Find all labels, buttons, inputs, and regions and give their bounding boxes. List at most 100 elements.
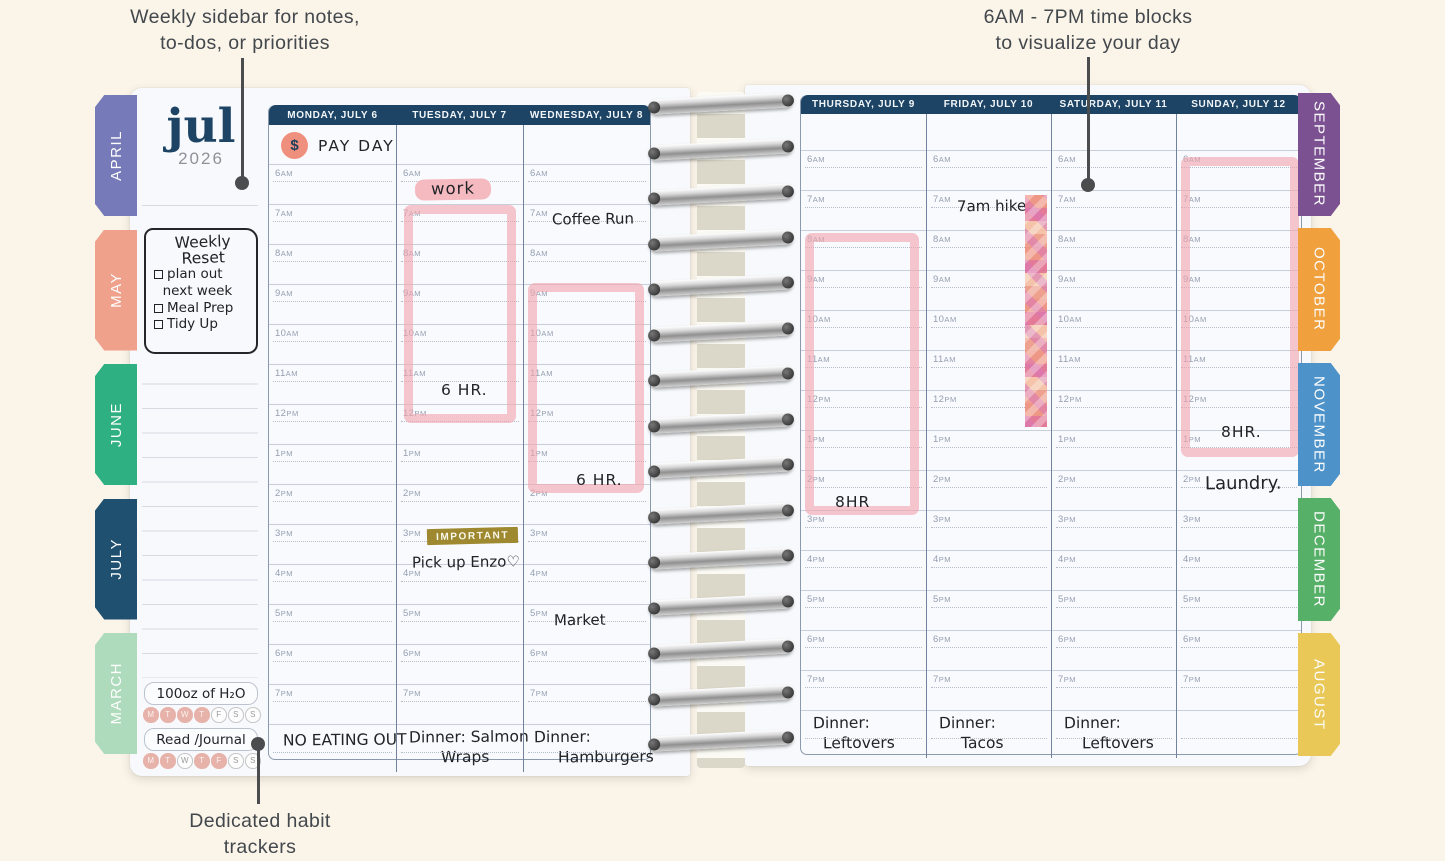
time-slot-5pm[interactable]: 5PM xyxy=(269,605,396,645)
time-slot-6pm[interactable]: 6PM xyxy=(1177,631,1301,671)
day-circle-empty[interactable]: S xyxy=(245,707,261,723)
day-circle-empty[interactable]: S xyxy=(228,707,244,723)
time-slot-8am[interactable]: 8AM xyxy=(1052,231,1176,271)
day-circle-filled[interactable]: M xyxy=(143,753,159,769)
time-slot-5pm[interactable]: 5PM xyxy=(801,591,926,631)
time-slot-8am[interactable]: 8AM xyxy=(269,245,396,285)
time-slot-3pm[interactable]: 3PM xyxy=(1052,511,1176,551)
time-slot-7am[interactable]: 7AM xyxy=(1052,191,1176,231)
time-slot-2pm[interactable]: 2PM xyxy=(927,471,1051,511)
time-slot-4pm[interactable]: 4PM xyxy=(801,551,926,591)
time-slot-3pm[interactable]: 3PM xyxy=(927,511,1051,551)
time-slot-9am[interactable]: 9AM xyxy=(1052,271,1176,311)
evening-notes-section[interactable]: NO EATING OUT xyxy=(269,725,407,772)
time-slot-4pm[interactable]: 4PM xyxy=(1052,551,1176,591)
time-slot-6am[interactable]: 6AM xyxy=(801,151,926,191)
time-slot-7am[interactable]: 7AM xyxy=(927,191,1051,231)
time-slot-10am[interactable]: 10AM xyxy=(927,311,1051,351)
time-slot-4pm[interactable]: 4PM xyxy=(927,551,1051,591)
time-slot-6pm[interactable]: 6PM xyxy=(927,631,1051,671)
time-slot-6pm[interactable]: 6PM xyxy=(269,645,396,685)
time-slot-9am[interactable]: 9AM xyxy=(927,271,1051,311)
month-tab-march[interactable]: MARCH xyxy=(95,633,137,754)
month-tab-december[interactable]: DECEMBER xyxy=(1298,498,1340,621)
time-slot-9am[interactable]: 9AM xyxy=(269,285,396,325)
time-slot-1pm[interactable]: 1PM xyxy=(269,445,396,485)
time-slot-5pm[interactable]: 5PM xyxy=(524,605,650,645)
time-slot-12pm[interactable]: 12PM xyxy=(1052,391,1176,431)
evening-notes-section[interactable]: Dinner: Tacos xyxy=(927,711,1051,758)
month-tab-october[interactable]: OCTOBER xyxy=(1298,228,1340,351)
time-slot-2pm[interactable]: 2PM xyxy=(397,485,523,525)
time-slot-3pm[interactable]: 3PM xyxy=(801,511,926,551)
time-slot-11am[interactable]: 11AM xyxy=(269,365,396,405)
day-circle-empty[interactable]: W xyxy=(177,753,193,769)
time-slot-1pm[interactable]: 1PM xyxy=(927,431,1051,471)
time-slot-3pm[interactable]: 3PM xyxy=(269,525,396,565)
time-slot-2pm[interactable]: 2PM xyxy=(1052,471,1176,511)
month-tab-november[interactable]: NOVEMBER xyxy=(1298,363,1340,486)
day-circle-empty[interactable]: S xyxy=(228,753,244,769)
month-tab-april[interactable]: APRIL xyxy=(95,95,137,216)
time-slot-7am[interactable]: 7AM xyxy=(524,205,650,245)
time-slot-7pm[interactable]: 7PM xyxy=(1177,671,1301,711)
time-slot-7pm[interactable]: 7PM xyxy=(524,685,650,725)
time-slot-6pm[interactable]: 6PM xyxy=(524,645,650,685)
time-slot-7pm[interactable]: 7PM xyxy=(801,671,926,711)
day-circle-empty[interactable]: F xyxy=(211,707,227,723)
time-slot-4pm[interactable]: 4PM xyxy=(269,565,396,605)
day-circle-empty[interactable]: S xyxy=(245,753,261,769)
month-tab-august[interactable]: AUGUST xyxy=(1298,633,1340,756)
time-slot-1pm[interactable]: 1PM xyxy=(397,445,523,485)
time-slot-4pm[interactable]: 4PM xyxy=(1177,551,1301,591)
time-slot-6am[interactable]: 6AM xyxy=(524,165,650,205)
day-circle-filled[interactable]: T xyxy=(160,707,176,723)
time-slot-1pm[interactable]: 1PM xyxy=(1052,431,1176,471)
time-slot-7pm[interactable]: 7PM xyxy=(397,685,523,725)
time-slot-11am[interactable]: 11AM xyxy=(1052,351,1176,391)
day-circle-filled[interactable]: T xyxy=(194,753,210,769)
time-slot-6pm[interactable]: 6PM xyxy=(801,631,926,671)
day-circle-filled[interactable]: W xyxy=(177,707,193,723)
time-slot-6pm[interactable]: 6PM xyxy=(397,645,523,685)
month-tab-september[interactable]: SEPTEMBER xyxy=(1298,93,1340,216)
time-slot-2pm[interactable]: 2PM xyxy=(524,485,650,525)
time-slot-2pm[interactable]: 2PM xyxy=(1177,471,1301,511)
time-slot-5pm[interactable]: 5PM xyxy=(1052,591,1176,631)
time-slot-6am[interactable]: 6AM xyxy=(269,165,396,205)
day-circle-filled[interactable]: F xyxy=(211,753,227,769)
time-slot-3pm[interactable]: 3PM xyxy=(1177,511,1301,551)
evening-notes-section[interactable]: Dinner: Salmon Wraps xyxy=(397,725,529,772)
evening-notes-section[interactable]: Dinner: Hamburgers xyxy=(524,725,654,772)
time-slot-10am[interactable]: 10AM xyxy=(1052,311,1176,351)
time-slot-6am[interactable]: 6AM xyxy=(927,151,1051,191)
time-slot-5pm[interactable]: 5PM xyxy=(927,591,1051,631)
time-slot-8am[interactable]: 8AM xyxy=(927,231,1051,271)
time-slot-12pm[interactable]: 12PM xyxy=(927,391,1051,431)
time-slot-11am[interactable]: 11AM xyxy=(927,351,1051,391)
time-slot-7am[interactable]: 7AM xyxy=(801,191,926,231)
day-circle-filled[interactable]: T xyxy=(194,707,210,723)
time-slot-4pm[interactable]: 4PM xyxy=(397,565,523,605)
time-slot-10am[interactable]: 10AM xyxy=(269,325,396,365)
time-slot-6am[interactable]: 6AM xyxy=(1052,151,1176,191)
month-tab-july[interactable]: JULY xyxy=(95,498,137,620)
time-slot-7am[interactable]: 7AM xyxy=(269,205,396,245)
evening-notes-section[interactable] xyxy=(1177,711,1301,758)
time-slot-5pm[interactable]: 5PM xyxy=(1177,591,1301,631)
time-slot-12pm[interactable]: 12PM xyxy=(269,405,396,445)
evening-notes-section[interactable]: Dinner: Leftovers xyxy=(1052,711,1176,758)
day-circle-filled[interactable]: M xyxy=(143,707,159,723)
time-slot-7pm[interactable]: 7PM xyxy=(927,671,1051,711)
time-slot-7pm[interactable]: 7PM xyxy=(269,685,396,725)
time-slot-6pm[interactable]: 6PM xyxy=(1052,631,1176,671)
time-slot-2pm[interactable]: 2PM xyxy=(269,485,396,525)
evening-notes-section[interactable]: Dinner: Leftovers xyxy=(801,711,926,758)
time-slot-7pm[interactable]: 7PM xyxy=(1052,671,1176,711)
time-slot-5pm[interactable]: 5PM xyxy=(397,605,523,645)
day-circle-filled[interactable]: T xyxy=(160,753,176,769)
month-tab-may[interactable]: MAY xyxy=(95,229,137,351)
month-tab-june[interactable]: JUNE xyxy=(95,364,137,485)
time-slot-3pm[interactable]: 3PM xyxy=(524,525,650,565)
time-slot-4pm[interactable]: 4PM xyxy=(524,565,650,605)
